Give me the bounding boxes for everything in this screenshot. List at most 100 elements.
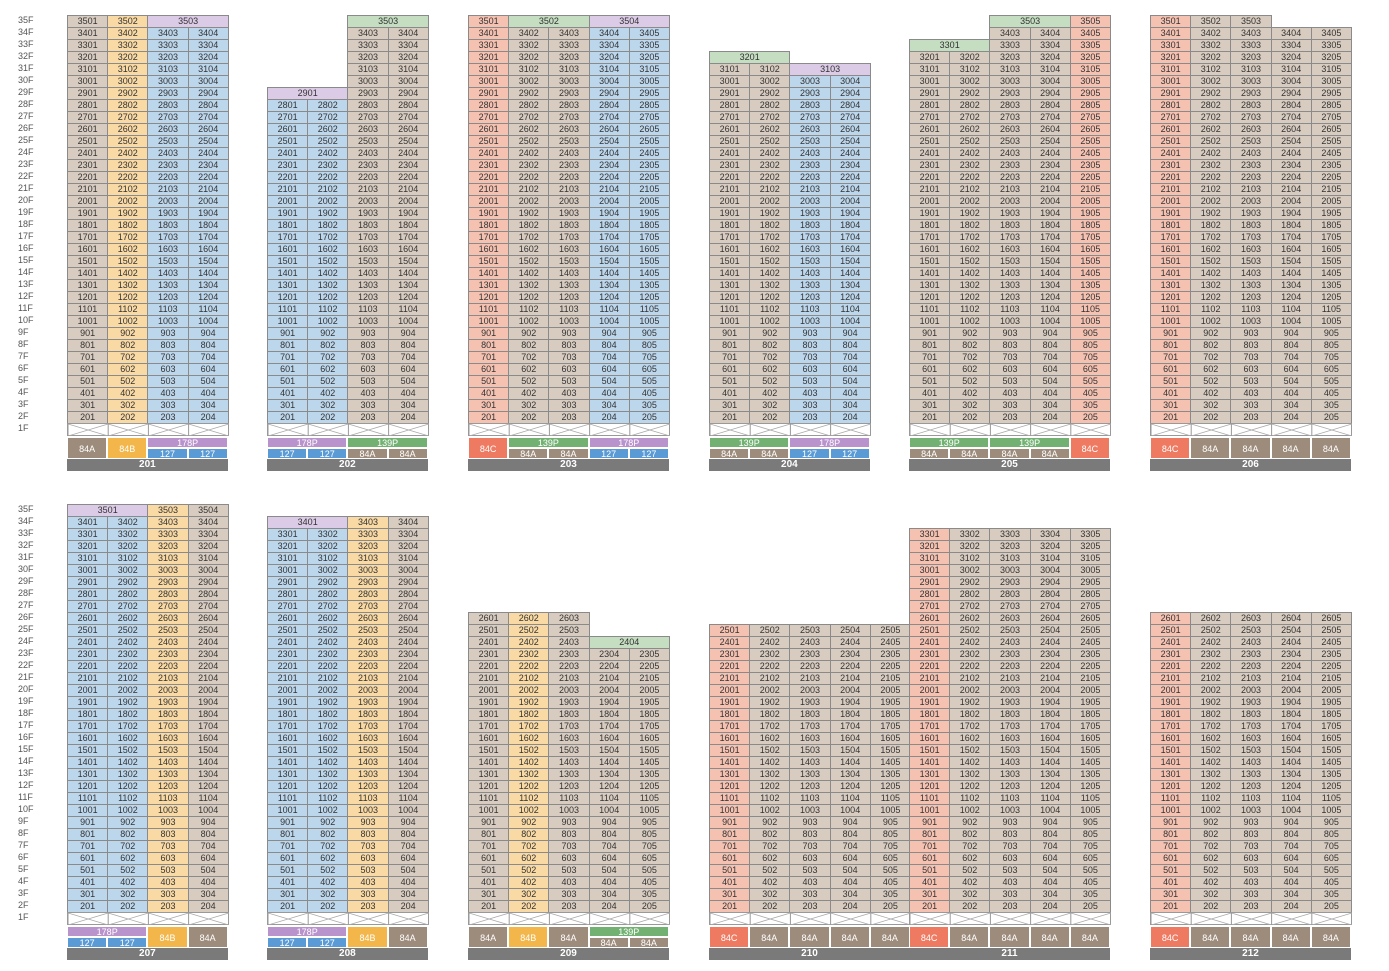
- unit-cell: 1704: [187, 720, 229, 733]
- unit-cell: 1803: [548, 219, 590, 232]
- unit-cell: 901: [67, 816, 109, 829]
- floor-label: 15F: [18, 744, 34, 754]
- penthouse-unit: 3501: [468, 15, 510, 28]
- unit-cell: 1402: [1190, 267, 1232, 280]
- unit-cell: 802: [107, 339, 149, 352]
- unit-cell: 2501: [468, 624, 510, 637]
- unit-cell: 3002: [949, 75, 991, 88]
- unit-cell: 403: [347, 876, 389, 889]
- unit-cell: 1701: [267, 720, 309, 733]
- unit-cell: 3004: [187, 564, 229, 577]
- floor-label: 2F: [18, 411, 29, 421]
- unit-cell: 1604: [588, 732, 630, 745]
- unit-cell: 903: [347, 816, 389, 829]
- unit-cell: 1603: [989, 243, 1031, 256]
- unit-type-badge: 84A: [1029, 448, 1070, 459]
- unit-cell: 901: [1150, 816, 1192, 829]
- unit-cell: 2802: [107, 588, 149, 601]
- unit-cell: 1203: [147, 291, 189, 304]
- unit-cell: 902: [949, 816, 991, 829]
- unit-cell: 2502: [107, 624, 149, 637]
- unit-cell: 2601: [267, 123, 309, 136]
- unit-cell: 3201: [909, 51, 951, 64]
- unit-cell: 405: [1069, 876, 1111, 889]
- unit-cell: 803: [147, 828, 189, 841]
- unit-cell: 1002: [949, 315, 991, 328]
- unit-cell: 1201: [267, 780, 309, 793]
- unit-cell: 705: [1069, 840, 1111, 853]
- unit-cell: 3204: [387, 540, 429, 553]
- unit-cell: 2703: [147, 600, 189, 613]
- unit-cell: 604: [387, 852, 429, 865]
- penthouse-unit: 3103: [789, 63, 871, 76]
- unit-cell: 1904: [387, 696, 429, 709]
- unit-cell: 1102: [107, 792, 149, 805]
- unit-cell: 1203: [1230, 291, 1272, 304]
- unit-cell: 705: [869, 840, 911, 853]
- unit-cell: 1701: [468, 720, 510, 733]
- unit-cell: 804: [1270, 339, 1312, 352]
- unit-cell: 804: [387, 828, 429, 841]
- unit-cell: 2401: [267, 636, 309, 649]
- unit-cell: 1204: [1029, 291, 1071, 304]
- unit-cell: 3301: [1150, 39, 1192, 52]
- unit-cell: 2404: [1029, 636, 1071, 649]
- unit-cell: 1601: [267, 243, 309, 256]
- unit-cell: 3305: [1069, 528, 1111, 541]
- unit-cell: 605: [869, 852, 911, 865]
- unit-cell: 2004: [1270, 195, 1312, 208]
- unit-cell: 1204: [387, 291, 429, 304]
- unit-cell: 402: [749, 387, 791, 400]
- unit-cell: 1501: [1150, 255, 1192, 268]
- unit-cell: 3004: [588, 75, 630, 88]
- unit-cell: 2501: [267, 624, 309, 637]
- unit-cell: 2105: [1310, 183, 1352, 196]
- unit-cell: 704: [829, 840, 871, 853]
- unit-cell: 403: [1230, 387, 1272, 400]
- unit-cell: 1103: [989, 792, 1031, 805]
- unit-cell: 1004: [387, 804, 429, 817]
- unit-type-badge: 84A: [1230, 926, 1271, 948]
- unit-cell: 2001: [909, 195, 951, 208]
- unit-cell: 2105: [1310, 672, 1352, 685]
- unit-cell: 403: [548, 387, 590, 400]
- unit-cell: 2905: [1310, 87, 1352, 100]
- unit-cell: 1503: [989, 744, 1031, 757]
- unit-cell: 2601: [909, 612, 951, 625]
- unit-cell: 302: [949, 399, 991, 412]
- unit-cell: 1001: [709, 804, 751, 817]
- penthouse-unit: 3501: [67, 15, 109, 28]
- floor-label: 4F: [18, 387, 29, 397]
- unit-cell: 801: [1150, 339, 1192, 352]
- unit-cell: 305: [1069, 888, 1111, 901]
- unit-cell: 2405: [869, 636, 911, 649]
- unit-cell: 402: [307, 876, 349, 889]
- unit-cell: 1703: [548, 720, 590, 733]
- unit-cell: 1902: [749, 207, 791, 220]
- unit-cell: 2803: [147, 99, 189, 112]
- unit-cell: 1901: [67, 207, 109, 220]
- unit-cell: 3104: [1029, 552, 1071, 565]
- unit-cell: 1101: [267, 303, 309, 316]
- unit-cell: 2203: [548, 660, 590, 673]
- unit-cell: 701: [468, 840, 510, 853]
- unit-cell: 1301: [468, 768, 510, 781]
- unit-cell: 1101: [67, 792, 109, 805]
- unit-cell: 601: [67, 852, 109, 865]
- unit-cell: 1403: [789, 267, 831, 280]
- unit-cell: 3201: [267, 540, 309, 553]
- unit-cell: 2401: [468, 636, 510, 649]
- unit-cell: 1903: [347, 207, 389, 220]
- unit-cell: 901: [709, 816, 751, 829]
- unit-cell: 1704: [187, 231, 229, 244]
- unit-cell: 1605: [869, 732, 911, 745]
- unit-cell: 704: [1029, 840, 1071, 853]
- unit-cell: 2502: [949, 135, 991, 148]
- unit-cell: 1705: [1069, 231, 1111, 244]
- unit-cell: 2001: [267, 195, 309, 208]
- unit-cell: 2604: [387, 123, 429, 136]
- unit-cell: 2104: [1270, 672, 1312, 685]
- unit-cell: 303: [347, 399, 389, 412]
- unit-cell: 902: [749, 816, 791, 829]
- unit-type-badge: 84B: [508, 926, 549, 948]
